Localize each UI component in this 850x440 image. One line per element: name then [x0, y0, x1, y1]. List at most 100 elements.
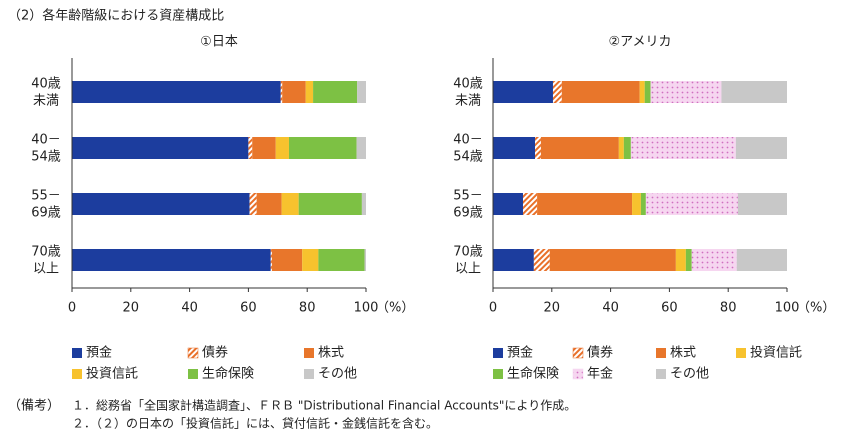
legend-swatch: [72, 369, 82, 379]
y-tick-label: 70歳以上: [31, 244, 61, 276]
y-tick-label: 40歳未満: [453, 76, 483, 108]
bar-segment: [288, 137, 357, 159]
bar-segment: [305, 81, 314, 103]
bar-segment: [623, 137, 631, 159]
x-tick-label: 60: [661, 301, 678, 316]
bar-segment: [270, 249, 272, 271]
x-tick-label: 20: [123, 301, 140, 316]
legend-label: 生命保険: [202, 366, 254, 382]
bar-segment: [644, 81, 651, 103]
x-tick-label: 100: [775, 301, 800, 316]
legend-swatch: [187, 347, 199, 359]
x-tick-label: 80: [299, 301, 316, 316]
bar-segment: [493, 249, 534, 271]
bar-segment: [645, 193, 738, 215]
bar-segment: [364, 249, 366, 271]
chart-title: ①日本: [200, 35, 238, 50]
y-tick-label: 70歳以上: [453, 244, 483, 276]
legend-label: その他: [318, 367, 357, 382]
x-tick-label: 80: [720, 301, 737, 316]
legend-label: 株式: [670, 346, 696, 361]
legend-label: 株式: [318, 346, 344, 361]
legend-swatch: [493, 369, 503, 379]
legend-label: 年金: [587, 366, 613, 382]
bar-segment: [540, 137, 619, 159]
bar-segment: [281, 193, 299, 215]
bar-segment: [302, 249, 319, 271]
x-tick-label: 60: [240, 301, 257, 316]
x-tick-label: 40: [181, 301, 198, 316]
bar-segment: [357, 81, 366, 103]
bar-segment: [493, 193, 523, 215]
bar-segment: [72, 137, 249, 159]
legend-label: 債券: [202, 345, 228, 361]
legend-swatch: [736, 348, 746, 358]
legend-swatch: [656, 348, 666, 358]
legend-swatch: [656, 369, 666, 379]
bar-segment: [493, 81, 553, 103]
legend-swatch: [304, 369, 314, 379]
bar-segment: [737, 193, 787, 215]
bar-segment: [298, 193, 362, 215]
x-tick-label: 20: [544, 301, 561, 316]
y-tick-label: 40歳未満: [31, 76, 61, 108]
bar-segment: [248, 137, 253, 159]
bar-segment: [736, 249, 787, 271]
bar-segment: [72, 193, 250, 215]
bar-segment: [685, 249, 692, 271]
note: ２．（２）の日本の「投資信託」には、貸付信託・金銭信託を含む。: [72, 416, 438, 431]
bar-segment: [318, 249, 365, 271]
bar-segment: [735, 137, 787, 159]
legend-swatch: [572, 368, 584, 380]
legend-swatch: [493, 348, 503, 358]
bar-segment: [640, 193, 646, 215]
notes-label: （備考）: [8, 398, 60, 414]
legend-label: 預金: [507, 345, 533, 361]
bar-segment: [537, 193, 633, 215]
x-axis-label: （%）: [376, 301, 414, 316]
bar-segment: [313, 81, 358, 103]
chart-title: ②アメリカ: [608, 35, 671, 50]
bar-segment: [280, 81, 283, 103]
bar-segment: [552, 81, 562, 103]
bar-segment: [249, 193, 257, 215]
x-tick-label: 0: [489, 301, 497, 316]
bar-segment: [618, 137, 624, 159]
legend-label: 債券: [587, 345, 613, 361]
bar-segment: [630, 137, 736, 159]
legend-label: 預金: [86, 345, 112, 361]
legend-swatch: [72, 348, 82, 358]
y-tick-label: 55－ 69歳: [453, 188, 483, 220]
legend-swatch: [188, 369, 198, 379]
bar-segment: [256, 193, 282, 215]
bar-segment: [356, 137, 366, 159]
bar-segment: [361, 193, 366, 215]
legend-swatch: [304, 348, 314, 358]
legend-label: 投資信託: [750, 345, 802, 361]
bar-segment: [691, 249, 737, 271]
bar-segment: [275, 137, 289, 159]
legend-swatch: [572, 347, 584, 359]
bar-segment: [522, 193, 538, 215]
bar-segment: [639, 81, 645, 103]
bar-segment: [535, 137, 541, 159]
note: １．総務省「全国家計構造調査」、ＦＲＢ "Distributional Fina…: [72, 398, 576, 413]
bar-segment: [72, 249, 271, 271]
bar-segment: [561, 81, 640, 103]
page-heading: （2）各年齢階級における資産構成比: [8, 8, 224, 24]
bar-segment: [72, 81, 281, 103]
bar-segment: [271, 249, 303, 271]
legend-label: 投資信託: [86, 366, 138, 382]
bar-segment: [282, 81, 306, 103]
legend-label: その他: [670, 367, 709, 382]
x-axis-label: （%）: [797, 301, 835, 316]
y-tick-label: 40－ 54歳: [453, 132, 483, 164]
x-tick-label: 40: [602, 301, 619, 316]
bar-segment: [493, 137, 536, 159]
x-tick-label: 0: [68, 301, 76, 316]
bar-segment: [252, 137, 276, 159]
x-tick-label: 100: [354, 301, 379, 316]
y-tick-label: 55－ 69歳: [31, 188, 61, 220]
bar-segment: [632, 193, 641, 215]
